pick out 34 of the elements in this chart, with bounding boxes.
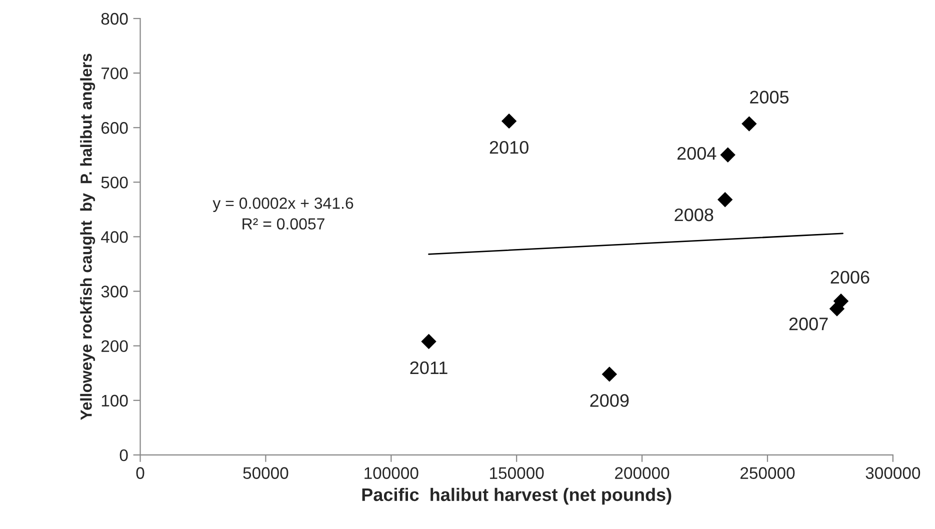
x-tick-label: 0 <box>136 467 144 479</box>
annotation: 2010 <box>490 140 528 154</box>
point <box>720 147 736 163</box>
x-tick-label: 150000 <box>490 467 544 479</box>
y-tick-label: 300 <box>101 286 128 298</box>
x-axis-title: Pacific halibut harvest (net pounds) <box>362 488 672 505</box>
annotation: 2006 <box>830 270 870 284</box>
point <box>421 334 436 350</box>
point <box>829 301 845 316</box>
point <box>717 192 733 208</box>
point <box>602 366 618 382</box>
annotation: 2004 <box>677 146 716 160</box>
annotation: 2005 <box>750 90 789 104</box>
y-axis-title: Yelloweye rockfish caught by P. halibut anglers <box>80 54 96 420</box>
annotation: 2011 <box>410 361 448 374</box>
y-tick-label: 700 <box>101 67 128 80</box>
x-tick-label: 300000 <box>866 467 920 479</box>
x-tick-label: 250000 <box>740 467 795 479</box>
x-tick-label: 100000 <box>364 467 418 479</box>
y-tick-label: 200 <box>101 340 128 352</box>
y-tick-label: 500 <box>101 176 128 188</box>
x-tick-label: 200000 <box>615 467 670 479</box>
annotation: 2007 <box>789 318 828 330</box>
y-tick-label: 600 <box>101 122 128 134</box>
point <box>501 113 517 129</box>
annotation: 2008 <box>674 208 714 222</box>
y-tick-label: 800 <box>101 12 128 25</box>
y-tick-label: 100 <box>102 394 128 407</box>
annotation: 2009 <box>590 394 629 407</box>
point <box>742 116 757 132</box>
y-tick-label: 400 <box>101 231 128 243</box>
annotation: y = 0.0002x + 341.6 R² = 0.0057 <box>212 198 354 230</box>
y-tick-label: 0 <box>120 449 128 462</box>
x-tick-label: 50000 <box>243 467 288 479</box>
